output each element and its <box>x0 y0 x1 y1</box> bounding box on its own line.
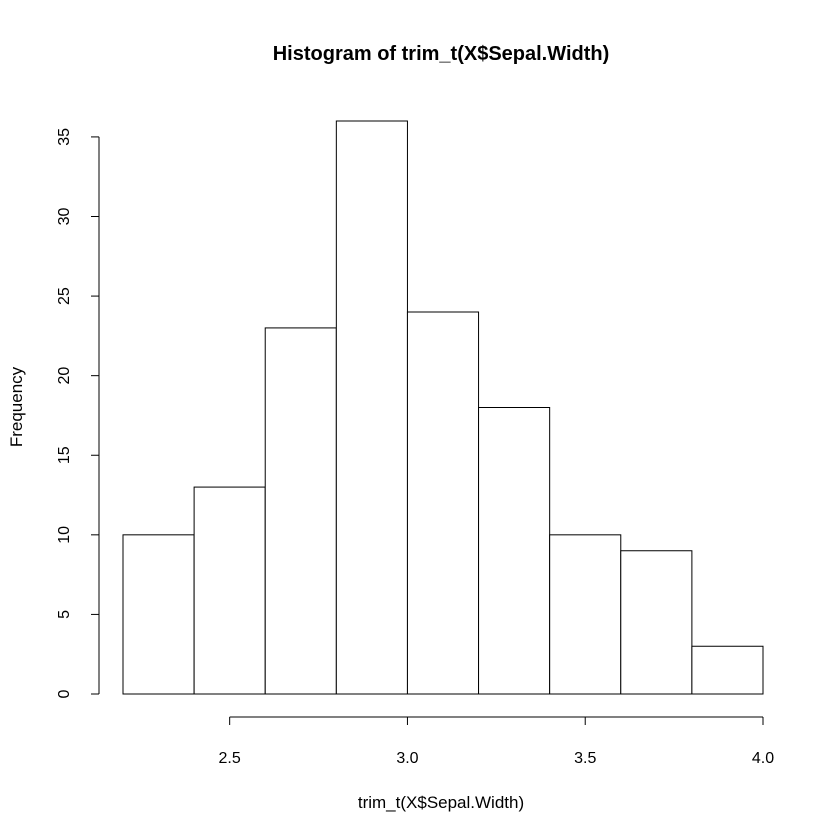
histogram-bar <box>264 327 337 695</box>
histogram-bars <box>122 120 764 695</box>
x-tick-label: 3.0 <box>396 750 418 767</box>
chart-title: Histogram of trim_t(X$Sepal.Width) <box>273 43 610 65</box>
histogram-bar <box>406 311 480 695</box>
y-tick-label: 35 <box>56 128 73 146</box>
y-tick-label: 15 <box>56 446 73 464</box>
histogram-bar <box>549 534 622 695</box>
histogram-bar <box>122 534 195 695</box>
y-tick-label: 25 <box>56 287 73 305</box>
y-tick-label: 10 <box>56 526 73 544</box>
x-tick-label: 3.5 <box>574 750 596 767</box>
histogram-bar <box>620 550 693 695</box>
histogram-bar <box>193 486 266 695</box>
y-tick-label: 30 <box>56 208 73 226</box>
x-axis-label: trim_t(X$Sepal.Width) <box>358 793 524 812</box>
y-axis-label: Frequency <box>7 366 26 447</box>
y-tick-label: 20 <box>56 367 73 385</box>
y-tick-label: 5 <box>56 610 73 619</box>
x-axis: 2.5 3.0 3.5 4.0 <box>219 716 774 767</box>
histogram-bar <box>478 407 551 695</box>
x-tick-label: 2.5 <box>219 750 241 767</box>
histogram-bar <box>335 120 408 695</box>
x-tick-label: 4.0 <box>752 750 774 767</box>
histogram-bar <box>691 645 764 695</box>
y-axis: 0 5 10 15 20 25 30 35 <box>56 128 100 698</box>
y-tick-label: 0 <box>56 689 73 698</box>
